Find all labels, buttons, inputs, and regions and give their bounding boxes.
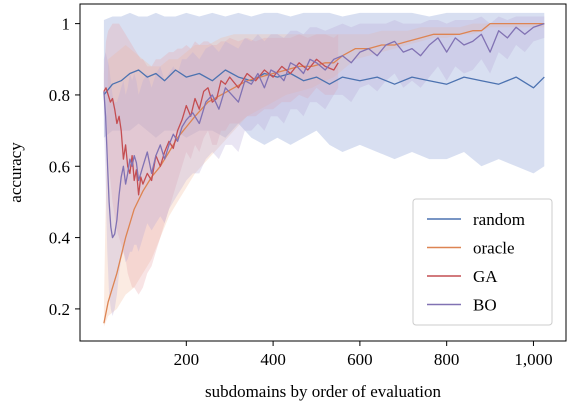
band-BO [103, 16, 545, 316]
band-GA [103, 23, 339, 295]
plot-frame [79, 3, 567, 342]
axis-ticks: 200 400 600 800 1,000 0.2 0.4 0.6 0.8 1 [49, 15, 553, 369]
x-tick-label: 800 [434, 350, 460, 369]
x-tick-label: 600 [347, 350, 373, 369]
legend-label-random: random [473, 210, 525, 229]
legend: random oracle GA BO [412, 198, 553, 326]
y-tick-label: 0.2 [49, 300, 70, 319]
legend-label-BO: BO [473, 296, 497, 315]
legend-label-oracle: oracle [473, 239, 515, 258]
y-tick-label: 0.8 [49, 86, 70, 105]
x-tick-label: 1,000 [514, 350, 552, 369]
legend-label-GA: GA [473, 267, 498, 286]
x-tick-label: 200 [174, 350, 200, 369]
line-oracle [103, 22, 545, 324]
band-random [103, 12, 545, 174]
y-tick-label: 0.4 [49, 229, 71, 248]
line-BO [103, 22, 545, 239]
y-tick-label: 1 [62, 15, 71, 34]
x-axis-title: subdomains by order of evaluation [205, 382, 442, 401]
y-tick-label: 0.6 [49, 157, 70, 176]
legend-box [412, 198, 553, 326]
line-GA [103, 58, 339, 196]
line-random [103, 69, 545, 96]
x-tick-label: 400 [260, 350, 286, 369]
series-lines [103, 22, 545, 324]
y-axis-title: accuracy [6, 142, 25, 203]
